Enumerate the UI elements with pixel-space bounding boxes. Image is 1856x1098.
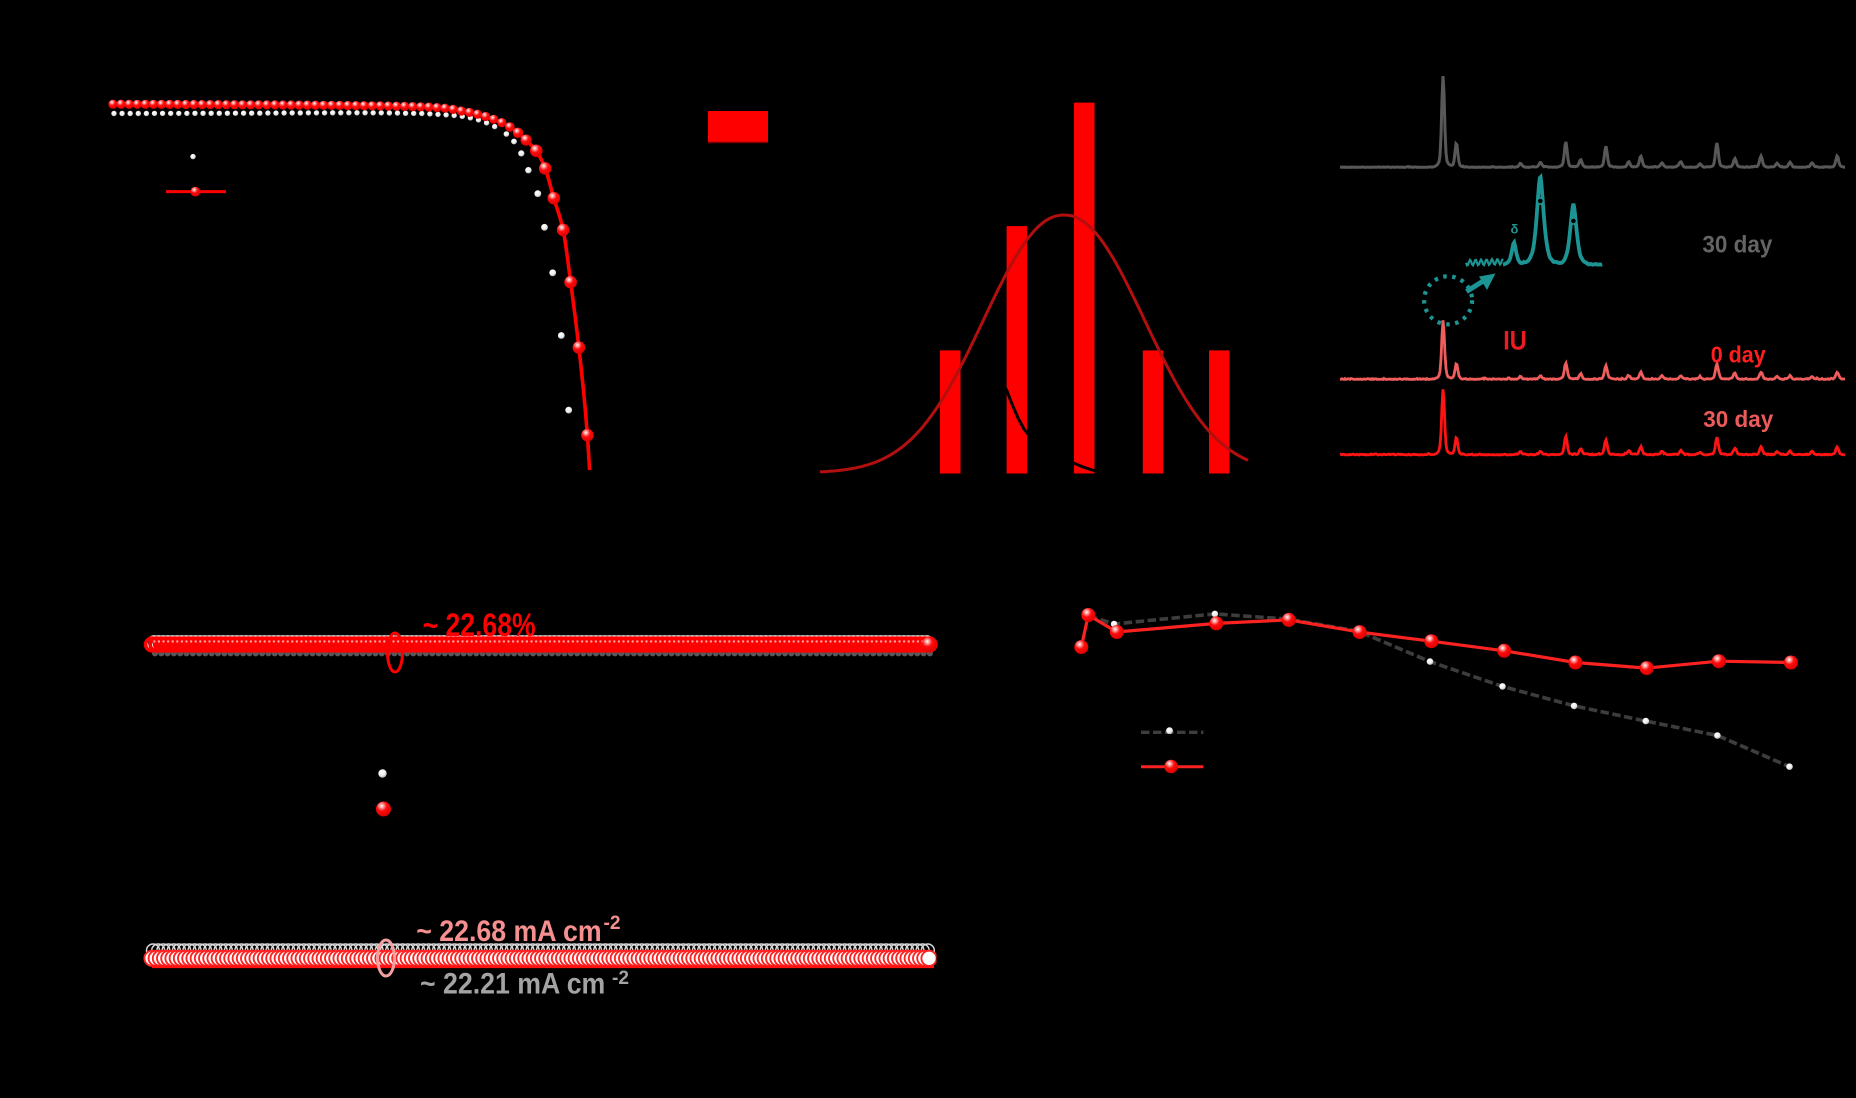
svg-text:30 day: 30 day [1702, 231, 1772, 258]
svg-text:-2: -2 [604, 913, 621, 934]
svg-text:0 day: 0 day [1711, 342, 1766, 368]
svg-text:~ 22.21 mA cm: ~ 22.21 mA cm [420, 968, 605, 1001]
svg-text:δ: δ [1511, 222, 1519, 237]
svg-text:~ 22.68 mA cm: ~ 22.68 mA cm [416, 915, 601, 948]
svg-text:IU: IU [1503, 325, 1527, 355]
svg-text:30 day: 30 day [1703, 406, 1773, 432]
svg-text:~ 22.68%: ~ 22.68% [423, 607, 536, 643]
svg-text:-2: -2 [612, 968, 629, 989]
